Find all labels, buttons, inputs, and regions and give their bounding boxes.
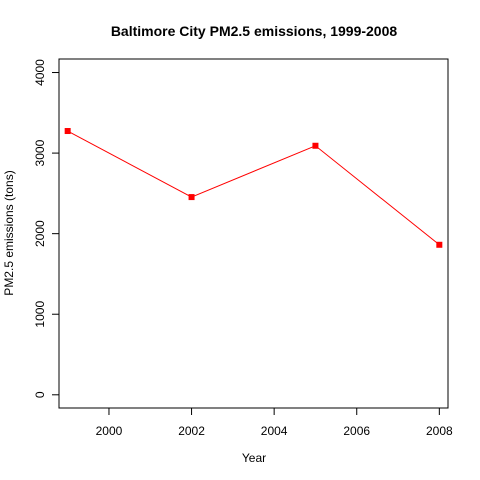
- y-tick-label: 0: [33, 391, 47, 398]
- data-point: [436, 242, 442, 248]
- plot-area-border: [59, 59, 448, 408]
- series-line: [68, 131, 440, 245]
- x-axis-label: Year: [242, 451, 266, 465]
- y-tick-label: 4000: [33, 59, 47, 86]
- x-tick-label: 2000: [96, 424, 123, 438]
- x-axis: 2000 2002 2004 2006 2008: [96, 408, 453, 438]
- x-tick-label: 2004: [261, 424, 288, 438]
- y-axis-label: PM2.5 emissions (tons): [2, 170, 16, 295]
- y-axis: 0 1000 2000 3000 4000: [33, 59, 59, 398]
- data-point: [65, 128, 71, 134]
- series-layer: [65, 128, 443, 248]
- data-point: [312, 143, 318, 149]
- y-tick-label: 2000: [33, 220, 47, 247]
- chart-title: Baltimore City PM2.5 emissions, 1999-200…: [111, 23, 398, 39]
- x-tick-label: 2008: [426, 424, 453, 438]
- y-tick-label: 1000: [33, 301, 47, 328]
- data-point: [189, 194, 195, 200]
- x-tick-label: 2002: [178, 424, 205, 438]
- y-tick-label: 3000: [33, 139, 47, 166]
- x-tick-label: 2006: [343, 424, 370, 438]
